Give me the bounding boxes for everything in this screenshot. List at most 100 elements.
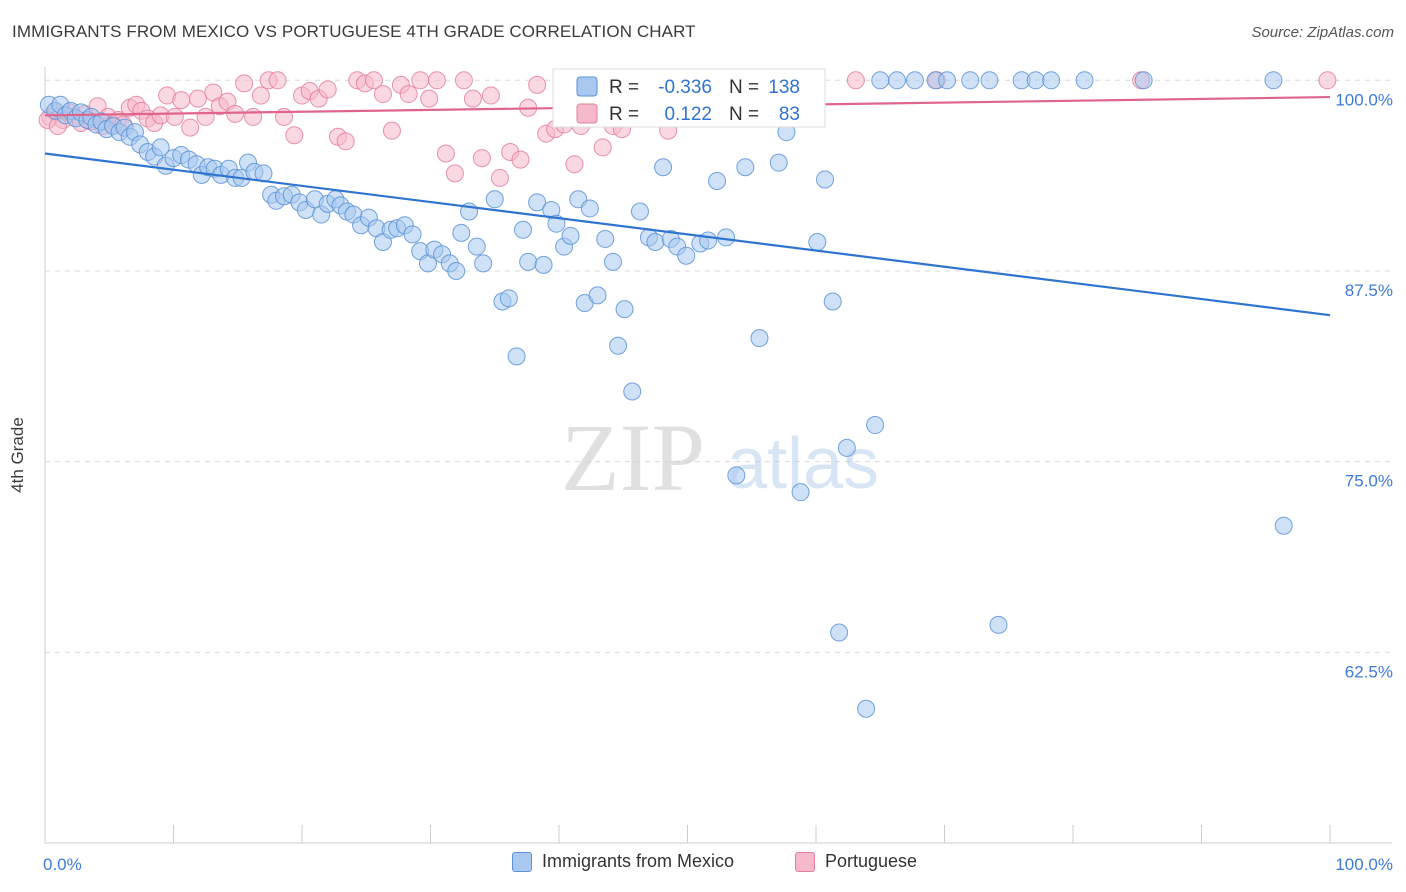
portuguese-point-53 bbox=[436, 144, 455, 163]
mexico-point-108 bbox=[830, 623, 849, 642]
portuguese-point-21 bbox=[165, 107, 184, 126]
x-tick-label-1: 100.0% bbox=[1335, 855, 1393, 874]
mexico-point-122 bbox=[1075, 71, 1094, 90]
portuguese-point-61 bbox=[511, 150, 530, 169]
y-tick-label-3: 62.5% bbox=[1345, 662, 1393, 681]
legend-top-blue-swatch bbox=[576, 76, 598, 97]
axes bbox=[44, 67, 1392, 844]
mexico-point-86 bbox=[615, 300, 634, 319]
watermark: ZIP atlas bbox=[561, 404, 879, 511]
legend-top-r-value-1: -0.336 bbox=[658, 77, 712, 98]
y-tick-labels: 100.0% 87.5% 75.0% 62.5% bbox=[1335, 90, 1393, 681]
mexico-point-130 bbox=[871, 71, 890, 90]
mexico-point-102 bbox=[769, 153, 788, 172]
mexico-point-78 bbox=[561, 226, 580, 245]
mexico-point-71 bbox=[514, 220, 533, 239]
chart-title: IMMIGRANTS FROM MEXICO VS PORTUGUESE 4TH… bbox=[12, 22, 696, 41]
portuguese-point-52 bbox=[427, 71, 446, 90]
legend-top-n-value-2: 83 bbox=[779, 104, 800, 125]
y-tick-label-1: 87.5% bbox=[1345, 281, 1393, 300]
portuguese-point-40 bbox=[318, 80, 337, 99]
mexico-point-56 bbox=[403, 225, 422, 244]
mexico-point-87 bbox=[623, 382, 642, 401]
mexico-point-125 bbox=[1274, 516, 1293, 535]
portuguese-point-57 bbox=[472, 149, 491, 168]
legend-swatch-portuguese bbox=[795, 851, 815, 872]
mexico-point-105 bbox=[808, 232, 827, 251]
mexico-point-110 bbox=[857, 699, 876, 718]
mexico-point-101 bbox=[750, 329, 769, 348]
legend-swatch-mexico bbox=[512, 851, 532, 872]
portuguese-point-24 bbox=[188, 89, 207, 108]
mexico-point-73 bbox=[528, 193, 547, 212]
mexico-point-104 bbox=[791, 483, 810, 502]
legend-top-r-value-2: 0.122 bbox=[664, 104, 712, 125]
mexico-point-72 bbox=[519, 252, 538, 271]
mexico-point-84 bbox=[603, 252, 622, 271]
mexico-point-124 bbox=[1264, 71, 1283, 90]
legend-top-r-label-2: R = bbox=[609, 104, 639, 125]
portuguese-point-47 bbox=[382, 121, 401, 140]
portuguese-point-67 bbox=[565, 155, 584, 174]
legend-top-pink-swatch bbox=[576, 103, 598, 124]
portuguese-point-63 bbox=[528, 75, 547, 94]
mexico-point-115 bbox=[938, 71, 957, 90]
legend-label-portuguese: Portuguese bbox=[825, 851, 918, 871]
portuguese-point-59 bbox=[490, 168, 509, 187]
portuguese-point-45 bbox=[364, 71, 383, 90]
portuguese-point-51 bbox=[420, 89, 439, 108]
legend-top-n-label-1: N = bbox=[729, 77, 759, 98]
mexico-point-90 bbox=[646, 232, 665, 251]
mexico-point-113 bbox=[905, 71, 924, 90]
mexico-point-118 bbox=[989, 615, 1008, 634]
legend-top-n-label-2: N = bbox=[729, 104, 759, 125]
mexico-point-67 bbox=[485, 190, 504, 209]
portuguese-point-22 bbox=[172, 91, 191, 110]
mexico-point-85 bbox=[609, 336, 628, 355]
x-tick-label-0: 0.0% bbox=[43, 855, 82, 874]
watermark-zip: ZIP bbox=[561, 404, 705, 511]
mexico-point-96 bbox=[699, 231, 718, 250]
mexico-point-100 bbox=[736, 158, 755, 177]
mexico-point-116 bbox=[961, 71, 980, 90]
mexico-point-107 bbox=[823, 292, 842, 311]
trend-lines bbox=[44, 95, 1331, 317]
mexico-point-123 bbox=[1134, 71, 1153, 90]
mexico-point-97 bbox=[708, 171, 727, 190]
portuguese-point-46 bbox=[373, 85, 392, 104]
portuguese-point-23 bbox=[181, 118, 200, 137]
portuguese-point-31 bbox=[244, 107, 263, 126]
mexico-point-99 bbox=[727, 466, 746, 485]
mexico-point-106 bbox=[815, 170, 834, 189]
mexico-point-65 bbox=[467, 237, 486, 256]
trend-line-mexico bbox=[44, 152, 1331, 317]
y-tick-label-2: 75.0% bbox=[1345, 472, 1393, 491]
portuguese-point-70 bbox=[593, 138, 612, 157]
x-tick-labels: 0.0% 100.0% bbox=[43, 855, 1393, 874]
mexico-point-88 bbox=[630, 202, 649, 221]
mexico-point-94 bbox=[677, 246, 696, 265]
portuguese-point-50 bbox=[411, 71, 430, 90]
source-label: Source: ZipAtlas.com bbox=[1251, 24, 1394, 41]
mexico-point-74 bbox=[534, 255, 553, 274]
mexico-point-20 bbox=[151, 138, 170, 157]
mexico-point-121 bbox=[1042, 71, 1061, 90]
portuguese-point-49 bbox=[399, 85, 418, 104]
mexico-point-69 bbox=[499, 289, 518, 308]
mexico-point-120 bbox=[1026, 71, 1045, 90]
mexico-point-62 bbox=[447, 261, 466, 280]
legend-top-n-value-1: 138 bbox=[768, 77, 800, 98]
legend-top-r-label-1: R = bbox=[609, 77, 639, 98]
legend-top-box bbox=[552, 68, 826, 128]
legend-item-mexico[interactable]: Immigrants from Mexico bbox=[512, 851, 734, 872]
series-mexico-points bbox=[39, 71, 1293, 718]
mexico-point-81 bbox=[580, 199, 599, 218]
portuguese-point-42 bbox=[336, 132, 355, 151]
legend-top: R = -0.336 N = 138 R = 0.122 N = 83 bbox=[552, 68, 826, 128]
mexico-point-83 bbox=[596, 229, 615, 248]
mexico-point-109 bbox=[837, 438, 856, 457]
legend-bottom: Immigrants from Mexico Portuguese bbox=[0, 851, 1406, 877]
portuguese-point-34 bbox=[268, 71, 287, 90]
legend-item-portuguese[interactable]: Portuguese bbox=[795, 851, 917, 872]
